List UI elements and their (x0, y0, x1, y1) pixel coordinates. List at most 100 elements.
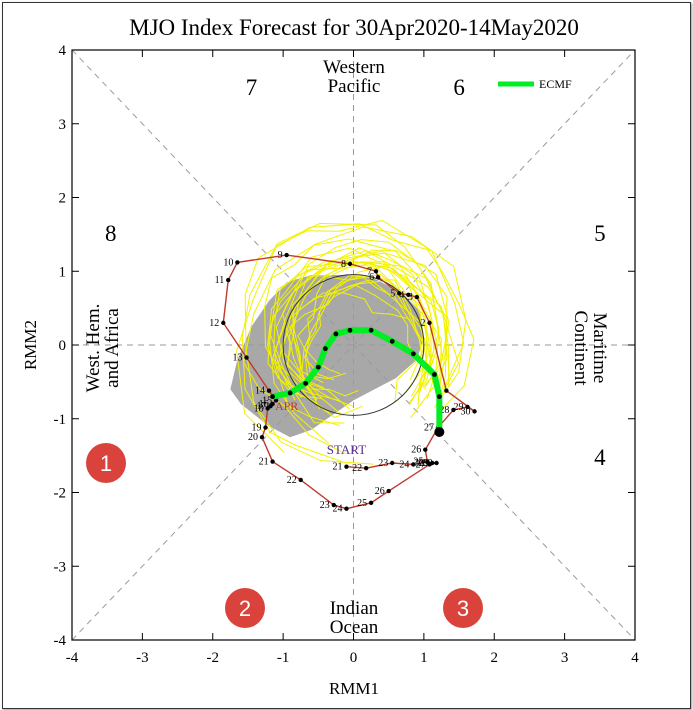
observed-day-label: 21 (332, 462, 342, 473)
observed-day-label: 8 (341, 259, 346, 270)
y-tick-label: 0 (59, 338, 67, 354)
observed-day-label: 11 (215, 275, 225, 286)
observed-day-label: 5 (390, 288, 395, 299)
forecast-start-point (434, 427, 445, 438)
x-tick-label: 0 (350, 650, 358, 666)
region-left-line2: and Africa (102, 308, 123, 388)
badge-1-circle (86, 443, 126, 483)
y-tick-label: 4 (59, 43, 67, 59)
observed-point (235, 260, 240, 265)
phase-number-5: 5 (594, 221, 606, 246)
observed-day-label: 12 (209, 318, 219, 329)
observed-day-label: 14 (255, 386, 265, 397)
y-tick-label: 2 (59, 191, 67, 207)
observed-point (270, 459, 275, 464)
ensemble-member-line (288, 292, 426, 406)
observed-point (411, 462, 416, 467)
badge-2-circle (225, 588, 265, 628)
month-label: APR (275, 399, 298, 413)
observed-day-label: 27 (416, 459, 426, 470)
chart-title: MJO Index Forecast for 30Apr2020-14May20… (129, 15, 579, 40)
legend-label: ECMF (539, 77, 572, 91)
observed-day-label: 23 (320, 500, 330, 511)
ensemble-mean-point (389, 338, 395, 344)
ensemble-mean-point (287, 390, 293, 396)
y-tick-label: -4 (54, 633, 67, 649)
region-top-line1: Western (323, 57, 385, 78)
observed-point (444, 388, 449, 393)
ensemble-member-line (264, 238, 435, 403)
ensemble-mean-point (333, 331, 339, 337)
observed-day-label: 13 (233, 353, 243, 364)
observed-point (390, 460, 395, 466)
observed-point (373, 269, 379, 274)
x-tick-label: 1 (420, 650, 428, 666)
phase-number-8: 8 (105, 221, 117, 246)
observed-day-label: 28 (439, 405, 449, 416)
ensemble-member-line (304, 265, 424, 389)
region-bottom-line2: Ocean (330, 617, 379, 638)
badge-2-label: 2 (239, 596, 251, 621)
observed-point (221, 320, 226, 326)
observed-day-label: 9 (278, 250, 283, 261)
observed-point (386, 488, 391, 494)
badge-1-label: 1 (100, 451, 112, 476)
observed-point (298, 477, 303, 483)
badge-1[interactable]: 1 (86, 443, 126, 483)
observed-point (397, 291, 402, 296)
ensemble-mean-point (270, 394, 275, 400)
ensemble-mean-point (432, 372, 437, 377)
x-tick-label: 2 (491, 650, 499, 666)
phase-number-6: 6 (453, 75, 465, 100)
legend: ECMF (498, 77, 572, 91)
x-tick-label: -3 (136, 650, 149, 666)
y-tick-label: -2 (54, 486, 67, 502)
y-tick-label: -1 (54, 412, 67, 428)
ensemble-member-line (301, 275, 433, 384)
x-axis-label: RMM1 (329, 679, 379, 698)
observed-day-label: 22 (287, 475, 297, 486)
observed-point (451, 407, 456, 413)
observed-point (425, 460, 431, 466)
observed-point (430, 460, 435, 466)
observed-day-label: 30 (414, 458, 424, 469)
x-tick-label: 4 (631, 650, 639, 666)
ensemble-member-line (297, 273, 429, 380)
ensemble-mean-point (303, 380, 309, 386)
ensemble-member-line (292, 260, 459, 410)
observed-day-label: 22 (352, 463, 362, 474)
observed-point (427, 320, 432, 326)
observed-point (263, 425, 268, 430)
ensemble-mean-point (368, 327, 374, 333)
region-top-line2: Pacific (328, 76, 381, 97)
observed-point (265, 406, 270, 411)
observed-day-label: 2 (421, 318, 426, 329)
observed-point (434, 460, 439, 466)
observed-day-label: 27 (424, 423, 434, 434)
unit-circle (282, 274, 425, 416)
y-tick-label: -3 (54, 559, 67, 575)
ensemble-mean-point (436, 394, 442, 400)
observed-day-label: 21 (259, 457, 269, 468)
badge-2[interactable]: 2 (225, 588, 265, 628)
x-tick-label: -1 (277, 650, 290, 666)
observed-day-label: 24 (399, 459, 409, 470)
region-right-line1: Maritime (589, 313, 610, 384)
x-tick-label: -4 (66, 650, 79, 666)
observed-point (465, 404, 470, 410)
y-tick-label: 3 (59, 117, 67, 133)
region-right-line2: Continent (570, 311, 591, 387)
observed-day-label: 15 (262, 395, 272, 406)
observed-day-label: 26 (375, 486, 385, 497)
ensemble-member-line (267, 247, 431, 399)
observed-day-label: 26 (411, 445, 421, 456)
observed-day-label: 3 (408, 292, 413, 303)
badge-3[interactable]: 3 (443, 588, 483, 628)
observed-point (375, 274, 381, 280)
ensemble-mean-point (322, 346, 328, 352)
diagonal-sw-ne (71, 49, 636, 641)
observed-day-label: 6 (369, 272, 374, 283)
ensemble-member-line (236, 219, 475, 453)
